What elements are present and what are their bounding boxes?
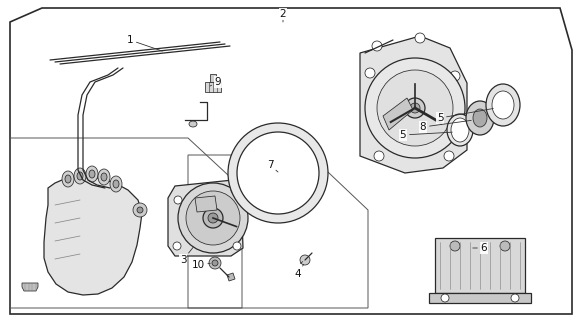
Circle shape <box>137 207 143 213</box>
Ellipse shape <box>447 114 473 146</box>
Polygon shape <box>227 273 235 281</box>
Circle shape <box>365 68 375 78</box>
Text: 9: 9 <box>210 77 221 87</box>
Circle shape <box>377 70 453 146</box>
Ellipse shape <box>451 118 469 142</box>
Ellipse shape <box>113 180 119 188</box>
Circle shape <box>444 151 454 161</box>
Ellipse shape <box>473 109 487 127</box>
Circle shape <box>511 294 519 302</box>
Circle shape <box>228 123 328 223</box>
Polygon shape <box>168 180 243 256</box>
Ellipse shape <box>65 175 71 183</box>
Text: 5: 5 <box>399 130 452 140</box>
Polygon shape <box>44 177 142 295</box>
Ellipse shape <box>466 101 494 135</box>
Polygon shape <box>360 36 467 173</box>
Ellipse shape <box>77 172 83 180</box>
Text: 5: 5 <box>437 108 493 123</box>
Circle shape <box>173 242 181 250</box>
Text: 2: 2 <box>280 9 286 22</box>
Text: 6: 6 <box>473 243 487 253</box>
Circle shape <box>174 196 182 204</box>
Polygon shape <box>22 283 38 291</box>
Circle shape <box>365 58 465 158</box>
Circle shape <box>410 103 420 113</box>
Circle shape <box>237 132 319 214</box>
Circle shape <box>374 151 384 161</box>
Ellipse shape <box>89 170 95 178</box>
Ellipse shape <box>189 121 197 127</box>
Polygon shape <box>10 8 572 314</box>
Circle shape <box>372 41 382 51</box>
Circle shape <box>133 203 147 217</box>
Ellipse shape <box>101 173 107 181</box>
Ellipse shape <box>86 166 98 182</box>
Circle shape <box>178 183 248 253</box>
Circle shape <box>415 33 425 43</box>
Text: 8: 8 <box>420 120 471 132</box>
Circle shape <box>209 257 221 269</box>
Text: 3: 3 <box>180 247 193 265</box>
Ellipse shape <box>492 91 514 119</box>
Circle shape <box>405 98 425 118</box>
Circle shape <box>203 208 223 228</box>
Ellipse shape <box>98 169 110 185</box>
Circle shape <box>208 213 218 223</box>
Polygon shape <box>383 98 413 130</box>
Circle shape <box>500 241 510 251</box>
Polygon shape <box>205 82 221 92</box>
Circle shape <box>212 260 218 266</box>
Text: 1: 1 <box>127 35 162 51</box>
Polygon shape <box>210 74 216 82</box>
Circle shape <box>231 186 239 194</box>
Polygon shape <box>195 196 217 212</box>
Polygon shape <box>435 238 525 293</box>
Circle shape <box>233 242 241 250</box>
Ellipse shape <box>110 176 122 192</box>
Text: 4: 4 <box>295 264 304 279</box>
Circle shape <box>450 71 460 81</box>
Text: 10: 10 <box>192 260 210 270</box>
Circle shape <box>450 241 460 251</box>
Circle shape <box>186 191 240 245</box>
Ellipse shape <box>74 168 86 184</box>
Polygon shape <box>429 293 531 303</box>
Text: 7: 7 <box>267 160 278 172</box>
Ellipse shape <box>62 171 74 187</box>
Ellipse shape <box>486 84 520 126</box>
Circle shape <box>441 294 449 302</box>
Circle shape <box>300 255 310 265</box>
